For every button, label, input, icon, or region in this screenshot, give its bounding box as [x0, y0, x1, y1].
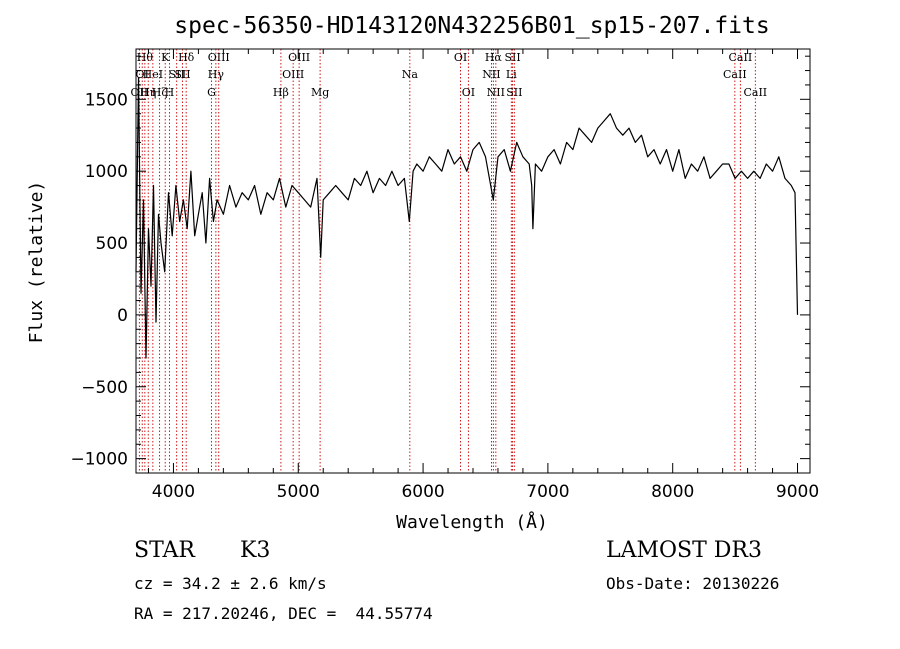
y-axis-label: Flux (relative) — [26, 181, 47, 344]
line-label-18: Na — [402, 68, 419, 81]
line-label-26: SII — [506, 86, 522, 99]
y-tick-label-5: 1500 — [85, 90, 128, 110]
line-label-21: NII — [482, 68, 500, 81]
line-label-1: OI — [136, 68, 149, 81]
line-label-16: OIII — [288, 51, 310, 64]
line-label-24: Li — [506, 68, 517, 81]
x-tick-label-2: 6000 — [401, 482, 444, 502]
survey-name: LAMOST DR3 — [606, 538, 762, 563]
line-label-27: CaII — [723, 68, 747, 81]
line-label-14: Hβ — [273, 86, 289, 99]
object-class: STAR — [134, 538, 195, 563]
line-label-7: H — [165, 86, 175, 99]
line-label-19: OI — [454, 51, 467, 64]
chart-title: spec-56350-HD143120N432256B01_sp15-207.f… — [174, 13, 769, 39]
line-label-3: Hη — [140, 86, 156, 99]
x-axis-label: Wavelength (Å) — [396, 511, 548, 533]
obs-date: Obs-Date: 20130226 — [606, 574, 780, 593]
line-label-29: CaII — [743, 86, 767, 99]
y-tick-label-3: 500 — [96, 234, 128, 254]
spectrum-line-0 — [135, 77, 799, 359]
y-tick-label-1: −500 — [81, 378, 128, 398]
y-tick-label-0: −1000 — [70, 450, 128, 470]
line-label-10: Hδ — [178, 51, 195, 64]
x-tick-label-3: 7000 — [526, 482, 569, 502]
line-label-28: CaII — [729, 51, 753, 64]
line-label-8: SII — [169, 68, 185, 81]
line-label-25: SII — [504, 51, 520, 64]
line-label-4: HeI — [143, 68, 163, 81]
line-label-11: G — [207, 86, 216, 99]
plot-area: 4000 5000 6000 7000 8000 9000 −1000 −500 0 500 100… — [70, 48, 819, 502]
line-label-9: SII — [174, 68, 190, 81]
line-label-12: Hγ — [208, 68, 225, 81]
line-label-15: OIII — [282, 68, 304, 81]
x-tick-label-4: 8000 — [651, 482, 694, 502]
line-label-13: OIII — [208, 51, 230, 64]
plot-frame — [135, 48, 811, 474]
y-tick-label-4: 1000 — [85, 162, 128, 182]
line-label-5: Hζ — [152, 86, 168, 99]
redshift-info: cz = 34.2 ± 2.6 km/s — [134, 574, 327, 593]
object-subclass: K3 — [240, 538, 271, 563]
x-tick-label-5: 9000 — [776, 482, 819, 502]
line-label-0: OII — [131, 86, 149, 99]
x-tick-label-0: 4000 — [152, 482, 195, 502]
line-label-22: Hα — [485, 51, 503, 64]
coordinates: RA = 217.20246, DEC = 44.55774 — [134, 604, 433, 623]
line-label-6: K — [161, 51, 170, 64]
y-tick-label-2: 0 — [117, 306, 128, 326]
line-label-17: Mg — [311, 86, 329, 99]
line-label-2: Hθ — [137, 51, 154, 64]
x-tick-label-1: 5000 — [277, 482, 320, 502]
line-label-23: NII — [487, 86, 505, 99]
line-label-20: OI — [462, 86, 475, 99]
